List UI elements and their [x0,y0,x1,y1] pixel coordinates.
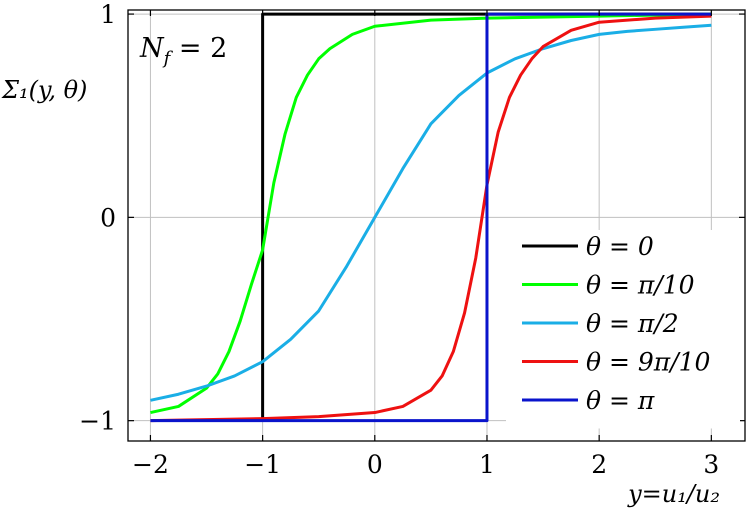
x-tick-label: 3 [703,450,719,479]
series-line-2 [150,23,712,402]
legend-label-2: θ = π/2 [586,309,679,338]
y-tick-label: 0 [100,203,116,232]
legend: θ = 0 θ = π/10 θ = π/2 θ = 9π/10 θ = π [506,230,740,429]
series-line-3 [150,14,712,423]
annotation-rest: = 2 [170,33,227,64]
annotation-nf: Nf = 2 [139,33,227,69]
y-axis-label: Σ₁(y, θ) [1,76,87,104]
annotation-main: N [139,33,165,64]
x-tick-label: 2 [591,450,607,479]
ticks: −2 −1 0 1 2 3 −1 0 1 [79,0,745,479]
y-tick-label: 1 [100,0,116,29]
y-tick-label: −1 [79,407,116,436]
x-tick-label: 0 [367,450,383,479]
legend-label-3: θ = 9π/10 [586,348,711,377]
x-tick-label: 1 [479,450,495,479]
legend-label-4: θ = π [586,386,655,415]
legend-label-0: θ = 0 [586,232,654,261]
legend-label-1: θ = π/10 [586,271,695,300]
legend-box [506,230,740,429]
series-line-1 [150,12,712,415]
x-tick-label: −2 [132,450,169,479]
plot-frame [127,9,746,442]
x-axis-label: y=u₁/u₂ [627,480,720,508]
x-tick-label: −1 [244,450,281,479]
